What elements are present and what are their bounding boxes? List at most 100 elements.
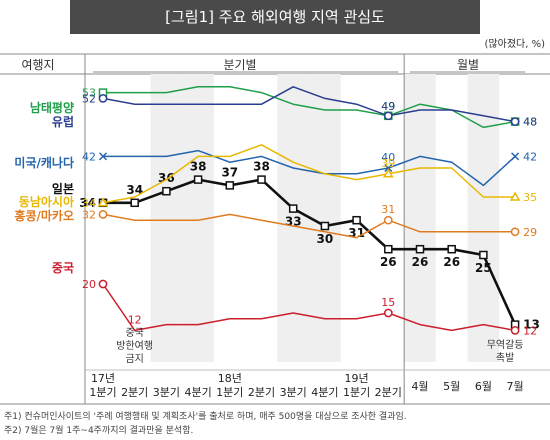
series-name-label: 유럽 [52, 115, 74, 129]
series-name-label: 중국 [52, 261, 74, 275]
value-label: 38 [253, 160, 270, 174]
series-name-label: 일본 [52, 182, 74, 196]
value-label: 34 [79, 196, 96, 210]
x-tick-label: 3분기 [153, 386, 180, 399]
value-label: 39 [381, 157, 395, 170]
group-monthly-label: 월별 [457, 58, 479, 72]
series-line [102, 213, 516, 239]
value-label: 29 [523, 226, 537, 239]
value-label: 52 [82, 92, 96, 105]
series-name-label: 홍콩/마카오 [14, 208, 74, 223]
shaded-band [277, 74, 310, 362]
data-point [511, 152, 520, 161]
shaded-band [309, 74, 341, 362]
series-line [103, 178, 517, 326]
value-label: 26 [412, 255, 429, 269]
data-point [97, 197, 109, 207]
x-tick-label: 1분기 [89, 386, 116, 399]
data-point [383, 111, 393, 121]
data-point [288, 204, 298, 213]
value-label: 32 [82, 208, 96, 221]
data-point [98, 152, 108, 161]
data-point [257, 175, 266, 184]
x-tick-label: 2분기 [248, 386, 275, 399]
value-label: 13 [523, 318, 540, 332]
series-line [102, 86, 516, 123]
data-point [383, 215, 393, 225]
annotation-trade-dispute: 무역갈등 촉발 [487, 338, 524, 364]
year-label: 19년 [345, 372, 369, 385]
series-4: 34 39 35 [82, 144, 537, 210]
series-name-label: 남태평양 [30, 100, 74, 115]
x-tick-label: 4월 [411, 380, 428, 393]
group-quarterly-label: 분기별 [223, 58, 256, 72]
value-label: 26 [380, 255, 397, 269]
data-point [320, 221, 330, 231]
data-point [383, 168, 394, 178]
year-label: 17년 [91, 372, 115, 385]
data-point [193, 175, 203, 184]
x-tick-label: 5월 [443, 380, 460, 393]
shaded-band [404, 74, 436, 362]
data-point [162, 186, 171, 196]
data-point [384, 163, 393, 173]
value-label: 38 [190, 160, 207, 174]
series-1: 52 49 48 [82, 86, 537, 129]
data-point [98, 94, 108, 103]
data-point [130, 198, 139, 208]
year-label: 18년 [218, 372, 242, 385]
row-header: 여행지 [21, 57, 54, 72]
value-label: 25 [475, 261, 492, 275]
data-point [383, 308, 393, 318]
value-label: 37 [221, 165, 238, 179]
data-point [510, 227, 520, 237]
data-point [479, 250, 488, 260]
data-point [415, 244, 425, 254]
series-line [102, 144, 516, 204]
unit-label: (많아졌다, %) [485, 37, 546, 50]
shaded-bands [84, 54, 526, 404]
value-label: 31 [381, 203, 395, 216]
data-point [509, 191, 521, 201]
figure-title: [그림1] 주요 해외여행 지역 관심도 [165, 8, 385, 26]
x-tick-label: 3분기 [280, 386, 307, 399]
x-tick-label: 7월 [507, 380, 524, 393]
footnote-2: 주2) 7월은 7월 1주~4주까지의 결과만을 분석함. [4, 424, 193, 436]
value-label: 15 [381, 296, 395, 309]
value-label: 48 [523, 116, 537, 129]
value-label: 49 [381, 100, 395, 113]
series-line [103, 86, 516, 129]
series-name-label: 동남아시아 [19, 194, 74, 209]
value-label: 30 [317, 232, 334, 246]
value-label: 34 [126, 183, 143, 197]
series-6: 20 12 15 12 [82, 278, 537, 337]
x-tick-label: 2분기 [121, 386, 148, 399]
value-label: 42 [82, 150, 96, 163]
value-label: 12 [128, 313, 142, 326]
data-point [98, 210, 108, 219]
data-point [98, 279, 108, 289]
value-label: 40 [381, 151, 395, 164]
series-5: 32 31 29 [82, 203, 537, 239]
series-2: 42 40 42 [82, 149, 537, 187]
annotation-china-ban: 중국 방한여행 금지 [116, 327, 153, 365]
x-tick-label: 4분기 [184, 386, 211, 399]
footnote-1: 주1) 컨슈머인사이트의 '주례 여행행태 및 계획조사'를 출처로 하며, 매… [4, 410, 407, 422]
x-tick-label: 1분기 [216, 386, 243, 399]
value-label: 34 [82, 197, 96, 210]
series-line [103, 149, 516, 187]
data-point [352, 215, 361, 225]
x-tick-label: 1분기 [343, 386, 370, 399]
value-label: 26 [443, 255, 460, 269]
data-point [510, 117, 520, 126]
x-tick-label: 2분기 [375, 386, 402, 399]
x-tick-label: 4분기 [311, 386, 338, 399]
series-name-label: 미국/캐나다 [14, 155, 74, 170]
x-tick-label: 6월 [475, 380, 492, 393]
value-label: 49 [381, 100, 395, 113]
